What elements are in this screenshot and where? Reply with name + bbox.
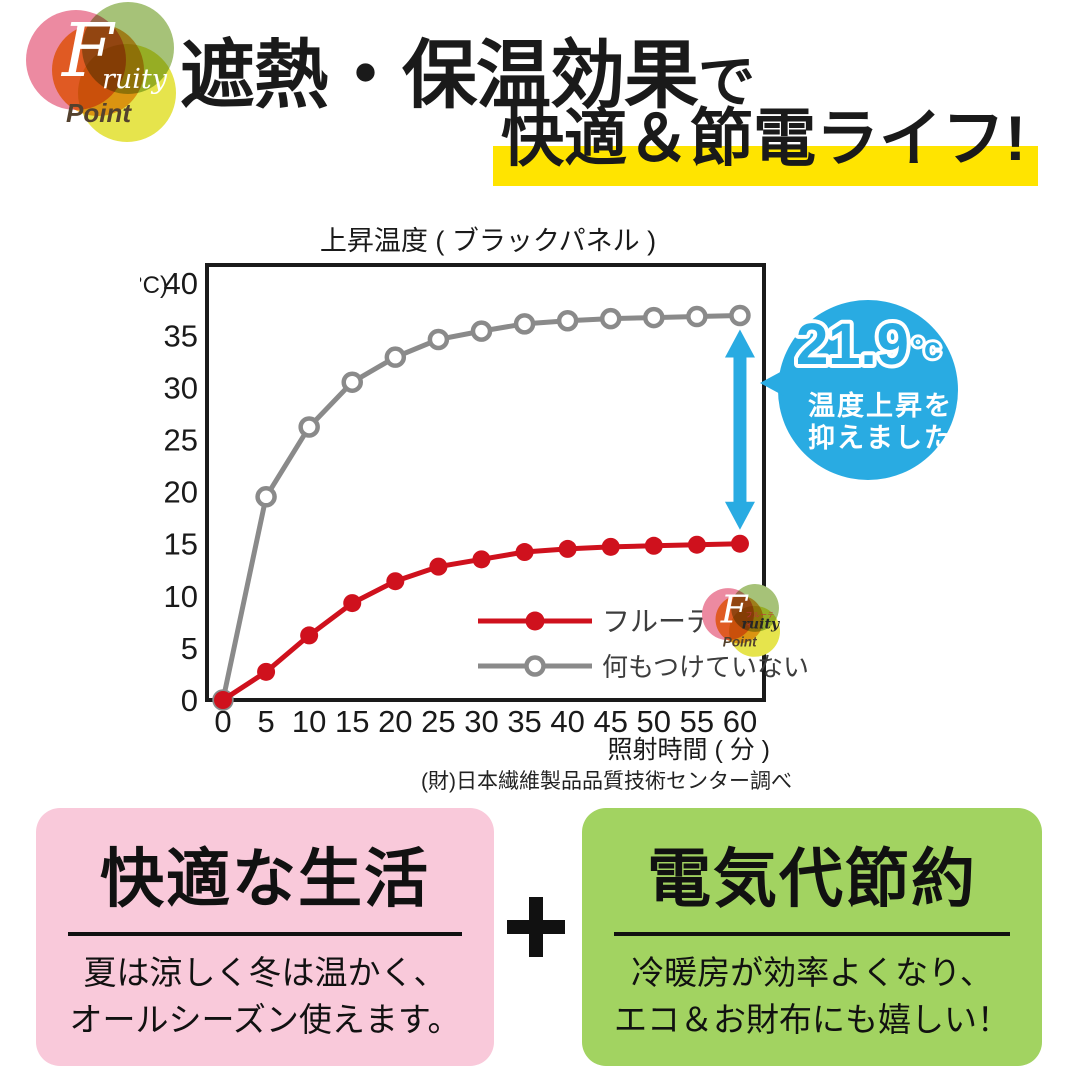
legend-marker-filled: [525, 611, 545, 631]
logo-tagline: Point: [722, 633, 757, 650]
headline-line1-main: 遮熱・保温効果: [180, 33, 699, 117]
data-point-open: [556, 309, 579, 332]
saving-card-body1: 冷暖房が効率よくなり、: [631, 954, 993, 991]
y-tick-label: 10: [164, 579, 198, 614]
difference-arrow-head-down: [724, 501, 755, 530]
data-point-filled: [687, 535, 706, 554]
difference-arrow-head-up: [724, 329, 755, 358]
x-tick-label: 30: [464, 704, 498, 739]
y-tick-label: 20: [164, 475, 198, 510]
y-tick-label: 40: [164, 266, 198, 301]
data-point-open: [384, 346, 407, 368]
headline-line1: 遮熱・保温効果で: [180, 14, 755, 123]
legend-label: 何もつけていない: [602, 652, 809, 682]
y-tick-label: 0: [181, 683, 198, 718]
callout-line2: 抑えました！: [808, 423, 982, 453]
headline-line1-suffix: で: [698, 50, 755, 114]
data-point-filled: [644, 536, 663, 555]
x-tick-label: 15: [335, 704, 369, 739]
y-axis-unit: (°C): [140, 272, 168, 299]
data-point-open: [470, 320, 493, 342]
callout-unit: °c: [912, 332, 941, 365]
source-note: (財)日本繊維製品品質技術センター調べ: [421, 770, 792, 793]
y-tick-label: 5: [181, 631, 198, 666]
data-point-open: [599, 307, 622, 330]
data-point-open: [427, 328, 450, 351]
logo-initial: F: [720, 587, 748, 632]
logo-name: ruity: [102, 64, 168, 95]
x-tick-label: 50: [637, 704, 671, 739]
legend-marker-open: [524, 655, 546, 677]
saving-card: 電気代節約 冷暖房が効率よくなり、 エコ＆お財布にも嬉しい！: [582, 808, 1042, 1066]
logo-orange-circle: [52, 24, 144, 116]
plot-border: [205, 263, 766, 702]
comfort-card-body2: オールシーズン使えます。: [69, 1000, 461, 1038]
data-point-open: [643, 306, 665, 329]
logo-name: ruity: [741, 616, 780, 633]
data-point-filled: [515, 543, 534, 562]
y-tick-label: 30: [164, 370, 198, 405]
comfort-card-body1: 夏は涼しく冬は温かく、: [83, 954, 447, 991]
data-point-open: [513, 313, 536, 335]
x-tick-label: 35: [507, 704, 541, 739]
x-tick-label: 55: [680, 704, 714, 739]
x-tick-label: 60: [723, 704, 757, 739]
data-point-filled: [429, 557, 448, 576]
data-point-open: [255, 486, 277, 508]
y-tick-label: 25: [164, 423, 198, 458]
data-point-filled: [300, 626, 319, 645]
comfort-card-divider: [68, 932, 462, 936]
data-point-filled: [601, 537, 620, 556]
saving-card-body2: エコ＆お財布にも嬉しい！: [614, 1000, 1010, 1038]
x-tick-label: 10: [292, 704, 326, 739]
temperature-line-chart: 上昇温度 ( ブラックパネル )0510152025303540(°C)0510…: [140, 226, 809, 793]
data-point-filled: [558, 539, 577, 558]
logo-orange-circle: [715, 595, 764, 644]
data-point-filled: [214, 691, 232, 709]
data-point-filled: [343, 594, 362, 613]
data-point-open: [341, 371, 363, 393]
x-tick-label: 20: [378, 704, 412, 739]
headline-line2: 快適＆節電ライフ!: [493, 106, 1038, 187]
comfort-card: 快適な生活 夏は涼しく冬は温かく、 オールシーズン使えます。: [36, 808, 494, 1066]
legend-fruity-logo: F フルーティ ruity Point: [702, 584, 781, 657]
callout-line1: 温度上昇を: [808, 391, 953, 421]
x-tick-label: 45: [593, 704, 627, 739]
data-point-open: [686, 305, 708, 328]
saving-card-divider: [614, 932, 1010, 936]
data-point-filled: [472, 550, 491, 569]
logo-initial: F: [62, 8, 114, 94]
x-axis-label: 照射時間 ( 分 ): [608, 736, 771, 764]
callout-value: 21.9: [796, 314, 909, 377]
x-tick-label: 0: [214, 704, 231, 739]
logo-tagline: Point: [66, 98, 131, 128]
logo-katakana: フルーティ: [745, 610, 775, 629]
chart-title: 上昇温度 ( ブラックパネル ): [320, 226, 656, 256]
headline-highlighted-text: 快適＆節電ライフ!: [493, 106, 1038, 187]
x-tick-label: 40: [550, 704, 584, 739]
data-point-filled: [257, 662, 276, 681]
plus-icon: [507, 897, 565, 957]
saving-card-title: 電気代節約: [647, 843, 977, 915]
x-tick-label: 5: [257, 704, 274, 739]
data-point-filled: [730, 534, 749, 553]
data-point-open: [729, 304, 751, 327]
callout-bubble: 21.9 °c 温度上昇を 抑えました！: [760, 300, 980, 480]
y-tick-label: 15: [164, 527, 198, 562]
x-tick-label: 25: [421, 704, 455, 739]
comfort-card-title: 快適な生活: [100, 843, 430, 915]
fruity-point-logo: F フルーティ ruity Point: [26, 2, 178, 142]
y-tick-label: 35: [164, 318, 198, 353]
callout-tail: [760, 370, 784, 396]
data-point-filled: [386, 572, 405, 591]
callout-value-graphic: 21.9 °c: [794, 314, 944, 378]
data-point-open: [298, 416, 320, 438]
